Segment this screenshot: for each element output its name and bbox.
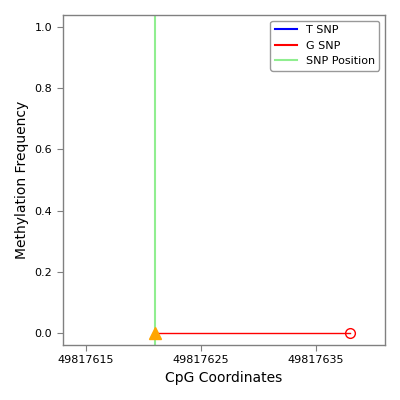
X-axis label: CpG Coordinates: CpG Coordinates	[165, 371, 282, 385]
Y-axis label: Methylation Frequency: Methylation Frequency	[15, 101, 29, 259]
Legend: T SNP, G SNP, SNP Position: T SNP, G SNP, SNP Position	[270, 20, 380, 70]
